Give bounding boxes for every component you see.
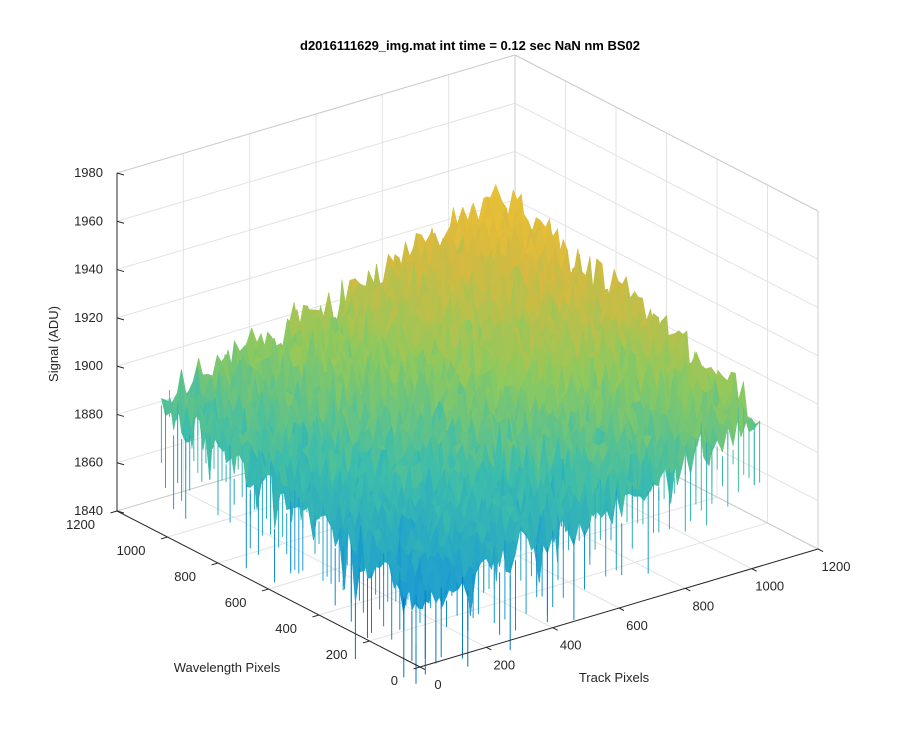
z-tick-label: 1940 [74, 262, 103, 277]
z-tick [116, 269, 125, 273]
x-tick-label: 1200 [822, 559, 851, 574]
y-tick [211, 562, 219, 566]
z-tick-label: 1860 [74, 455, 103, 470]
z-tick-label: 1980 [74, 165, 103, 180]
z-tick [116, 462, 125, 466]
x-tick-label: 1000 [755, 579, 784, 594]
z-tick-label: 1880 [74, 406, 103, 421]
x-tick [419, 666, 426, 671]
y-tick [110, 510, 118, 514]
z-tick [116, 220, 125, 224]
box-edge [514, 54, 819, 212]
y-tick-label: 0 [391, 673, 398, 688]
axes-layer: 0 200 400 600 800 1000 1200 0 200 400 600 800 1000 12… [66, 165, 850, 692]
x-tick-label: 600 [626, 618, 648, 633]
x-tick [817, 548, 824, 553]
y-tick-label: 1000 [117, 543, 146, 558]
x-tick [751, 568, 757, 572]
z-tick-label: 1840 [74, 503, 103, 518]
z-tick [116, 317, 125, 321]
y-axis-label: Wavelength Pixels [174, 660, 281, 675]
y-tick-label: 600 [225, 595, 247, 610]
x-tick-label: 0 [434, 677, 441, 692]
surface-plot [160, 183, 761, 684]
z-axis-label: Signal (ADU) [46, 306, 61, 382]
z-tick-label: 1920 [74, 310, 103, 325]
box-edge [116, 54, 516, 174]
y-tick [261, 588, 269, 592]
y-tick-label: 800 [174, 569, 196, 584]
y-tick [413, 666, 421, 670]
y-tick [160, 536, 168, 540]
surface-patch [665, 467, 676, 504]
z-tick-label: 1960 [74, 213, 103, 228]
y-tick [312, 614, 320, 618]
x-tick-label: 200 [493, 657, 515, 672]
x-axis-label: Track Pixels [579, 670, 650, 685]
z-tick [116, 510, 125, 514]
y-tick-label: 400 [275, 621, 297, 636]
y-tick-label: 1200 [66, 517, 95, 532]
x-tick-label: 400 [560, 638, 582, 653]
z-tick [116, 172, 125, 176]
z-tick-label: 1900 [74, 358, 103, 373]
x-tick [486, 646, 492, 651]
x-tick [618, 607, 625, 612]
surface-patch [415, 576, 426, 607]
chart-title: d2016111629_img.mat int time = 0.12 sec … [300, 38, 640, 53]
x-tick-label: 800 [692, 598, 714, 613]
y-tick-label: 200 [326, 647, 348, 662]
y-tick [362, 640, 370, 644]
x-tick [685, 587, 691, 592]
z-tick [116, 365, 125, 369]
z-tick [116, 413, 125, 417]
grid-line [318, 496, 718, 616]
x-tick [552, 627, 558, 631]
